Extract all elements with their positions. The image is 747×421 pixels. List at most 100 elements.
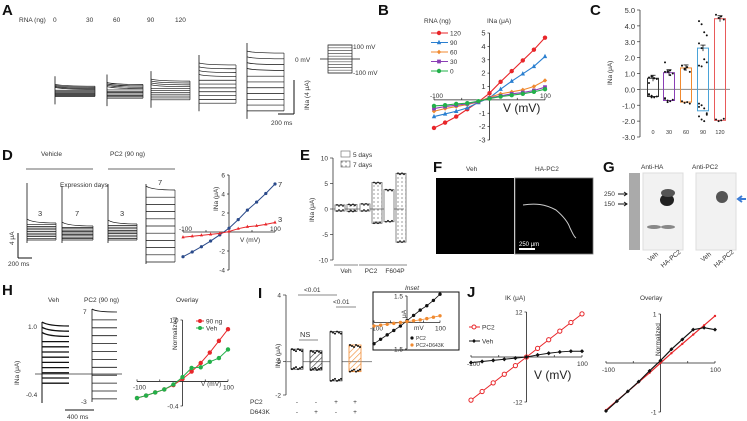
data-point — [479, 388, 485, 395]
band-ha-pc2-low — [661, 225, 675, 229]
data-point — [498, 79, 503, 85]
data-point — [715, 118, 717, 121]
data-point — [431, 125, 437, 131]
lane-hapc2: HA-PC2 — [713, 249, 736, 270]
data-point — [579, 311, 585, 317]
legend-marker — [436, 68, 442, 74]
data-point — [375, 221, 377, 224]
current-trace — [54, 86, 96, 90]
data-point — [648, 76, 650, 79]
y-tick-label: -1.0 — [622, 101, 635, 110]
data-point — [722, 18, 725, 21]
data-point — [385, 333, 389, 337]
data-point — [225, 327, 231, 332]
data-point — [320, 351, 322, 354]
category-label: 60 — [683, 130, 689, 136]
panel-label-i: I — [258, 285, 262, 302]
bar-90 — [697, 47, 709, 112]
data-point — [330, 330, 332, 333]
data-point — [353, 368, 355, 371]
sig-label: <0.01 — [333, 299, 350, 306]
data-point — [365, 210, 367, 212]
y-axis-label: INa (μA) — [309, 198, 316, 222]
data-point — [664, 97, 666, 100]
data-point — [454, 108, 459, 113]
data-point — [361, 210, 363, 212]
arrow-pc2-band-icon — [736, 195, 746, 203]
current-trace — [198, 62, 237, 66]
x-axis-label: V (mV) — [534, 368, 571, 382]
y-tick-label: 5.0 — [625, 6, 635, 15]
current-trace — [54, 85, 96, 89]
data-point — [378, 337, 383, 341]
data-point — [153, 390, 158, 395]
y-axis-label: Normalized — [655, 323, 662, 356]
data-point — [698, 105, 700, 108]
y-tick-label: 12 — [515, 310, 523, 317]
data-point — [717, 120, 720, 123]
data-point — [301, 350, 303, 353]
data-point — [614, 399, 619, 404]
data-point — [542, 35, 548, 40]
dose-label: 60 — [113, 17, 121, 24]
anti-pc2-blot — [695, 172, 737, 251]
current-trace — [54, 83, 96, 87]
hapc2-label: HA-PC2 — [535, 166, 559, 173]
panel-f-images: Veh HA-PC2 250 μm — [436, 166, 594, 255]
data-point — [688, 102, 691, 105]
data-point — [442, 120, 448, 125]
chart-title: Inset — [405, 285, 420, 292]
data-point — [405, 319, 409, 324]
data-point — [431, 103, 437, 109]
data-point — [216, 338, 222, 344]
ladder-lane — [629, 173, 640, 250]
data-point — [700, 23, 703, 26]
data-point — [353, 346, 355, 348]
panel-label-c: C — [590, 2, 601, 19]
data-point — [542, 86, 548, 92]
data-point — [340, 204, 342, 206]
data-point — [143, 393, 149, 398]
data-point — [535, 345, 541, 351]
panel-c-bar-chart: 5.0 4.0 3.0 2.0 1.0 0.0 -1.0 -2.0 -3.0 INa (μA) 0 3… — [607, 6, 730, 142]
legend-marker — [472, 339, 476, 343]
data-point — [700, 104, 703, 107]
x-axis-label: mV — [414, 325, 424, 332]
data-point — [681, 342, 684, 346]
pc2-sign: + — [353, 399, 357, 406]
data-point — [367, 209, 369, 211]
data-point — [531, 84, 537, 89]
bar-120 — [714, 18, 726, 121]
data-point — [698, 42, 700, 45]
data-point — [318, 350, 320, 353]
data-point — [336, 330, 338, 333]
vehicle-label: Vehicle — [41, 151, 62, 158]
data-point — [509, 89, 514, 95]
data-point — [310, 349, 312, 352]
data-point — [705, 112, 708, 115]
marker-250: 250 — [604, 191, 615, 198]
lane-hapc2: HA-PC2 — [660, 249, 683, 270]
current-trace — [150, 80, 191, 84]
data-point — [389, 220, 391, 223]
data-point — [320, 367, 322, 369]
data-point — [378, 323, 383, 327]
data-point — [291, 368, 293, 371]
legend-label: 30 — [450, 59, 458, 66]
y-tick-label: 4 — [277, 293, 281, 300]
x-tick-label: 100 — [435, 326, 446, 333]
data-point — [397, 172, 399, 175]
data-point — [669, 347, 674, 352]
data-point — [520, 87, 525, 93]
data-point — [442, 111, 448, 116]
current-trace — [54, 84, 96, 88]
legend-label: PC2 — [416, 336, 426, 342]
data-point — [377, 222, 379, 225]
data-point — [703, 58, 706, 61]
y-tick-label: 0 — [324, 207, 328, 214]
data-point — [387, 219, 389, 222]
data-point — [498, 94, 503, 99]
scale-y-label: INa (4 μA) — [304, 80, 311, 110]
